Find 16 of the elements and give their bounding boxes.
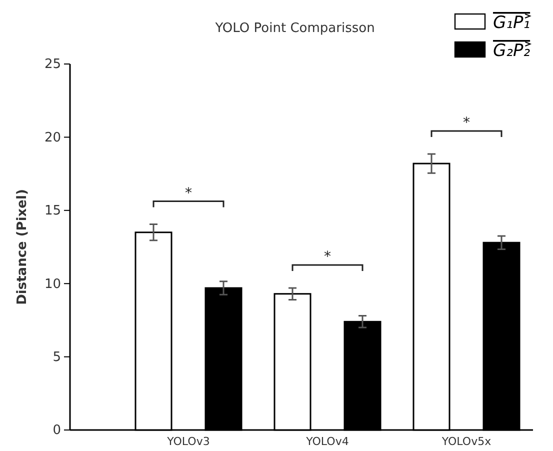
- chart-title: YOLO Point Comparisson: [214, 21, 375, 36]
- y-axis-title: Distance (Pixel): [15, 189, 30, 305]
- y-tick-label: 25: [44, 57, 61, 72]
- y-tick-label: 10: [44, 276, 61, 292]
- annotation: *: [463, 115, 470, 132]
- y-tick-label: 20: [44, 130, 61, 146]
- x-tick-label: YOLOv4: [305, 435, 349, 448]
- y-tick-label: 5: [52, 350, 61, 365]
- x-tick-label: YOLOv3: [166, 435, 210, 448]
- x-tick-label: YOLOv5x: [440, 435, 492, 448]
- annotation: *: [324, 248, 331, 265]
- legend-label: G₁P₁: [493, 13, 530, 33]
- annotation: *: [185, 185, 192, 202]
- y-tick-label: 0: [52, 423, 61, 438]
- legend-label: G₂P₂: [493, 41, 530, 61]
- y-tick-label: 15: [44, 204, 61, 219]
